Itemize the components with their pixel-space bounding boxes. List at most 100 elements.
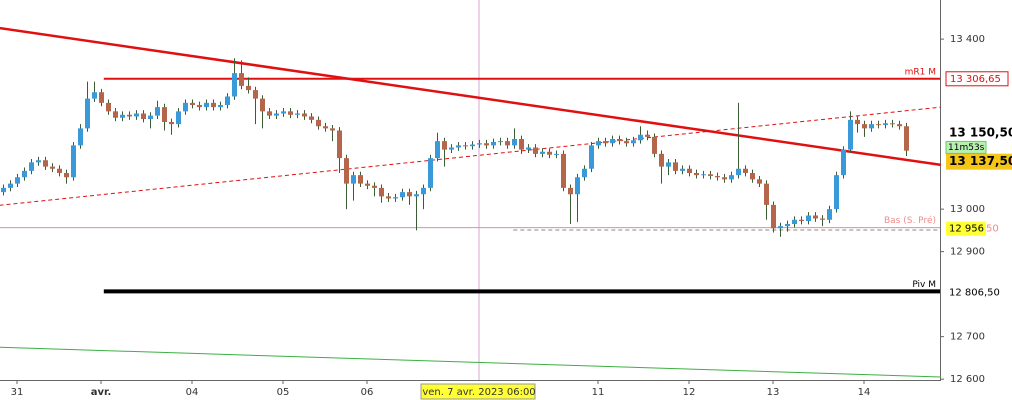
candle-body [561, 153, 566, 188]
candle-body [127, 114, 132, 117]
x-tick-label: 06 [361, 387, 374, 398]
x-tick-label: 13 [767, 387, 780, 398]
candle-body [414, 194, 419, 197]
level-label: mR1 M [905, 67, 936, 77]
candle-body [778, 226, 783, 229]
candle-body [330, 128, 335, 131]
x-tick-label: 31 [11, 387, 24, 398]
candle-body [862, 124, 867, 129]
candle-body [484, 143, 489, 146]
candle-body [421, 187, 426, 195]
candle-body [204, 102, 209, 108]
candle-body [526, 147, 531, 150]
candle-body [183, 102, 188, 112]
candle-body [134, 113, 139, 117]
candle-body [715, 175, 720, 178]
candle-body [519, 138, 524, 150]
candle-body [211, 102, 216, 108]
candle-body [379, 187, 384, 197]
candle-body [176, 111, 181, 125]
level-label: Piv M [912, 280, 936, 290]
candle-body [365, 183, 370, 186]
candle-body [428, 158, 433, 188]
candle-body [407, 192, 412, 197]
timer: 11m53s [948, 143, 985, 153]
price-tag-box [946, 153, 1012, 170]
candle-body [680, 168, 685, 171]
candle-body [337, 130, 342, 159]
candle-body [288, 111, 293, 115]
x-tick-label: avr. [91, 387, 112, 398]
candle-body [491, 141, 496, 146]
candle-body [729, 175, 734, 180]
candle-body [799, 219, 804, 222]
candle-body [463, 145, 468, 147]
candle-body [743, 168, 748, 173]
candle-body [764, 183, 769, 205]
candle-body [841, 149, 846, 176]
candle-body [813, 215, 818, 219]
x-tick-label: ven. 7 avr. 2023 06:00 [422, 387, 535, 398]
candle-body [267, 111, 272, 116]
candle-body [190, 102, 195, 105]
candle-body [323, 126, 328, 129]
candle-body [736, 168, 741, 176]
candle-body [750, 172, 755, 180]
trend-line [0, 26, 942, 167]
candle-body [274, 113, 279, 116]
candle-body [253, 90, 258, 99]
candle-body [57, 168, 62, 173]
candle-body [400, 192, 405, 198]
candle-body [498, 141, 503, 143]
y-tick-label: 13 400 [950, 34, 985, 45]
candle-body [673, 162, 678, 171]
candle-body [295, 113, 300, 115]
x-tick-label: 05 [277, 387, 290, 398]
crosshair-label-box [420, 383, 536, 400]
y-tick-label: 13 000 [950, 204, 985, 215]
price-tag: 12 806,50 [949, 287, 1000, 298]
candle-body [309, 116, 314, 120]
candle-body [631, 140, 636, 144]
candle-body [897, 124, 902, 127]
candle-body [477, 143, 482, 145]
price-tag: 12 956 [949, 224, 984, 235]
candle-body [29, 162, 34, 171]
candle-body [162, 107, 167, 122]
candle-body [610, 138, 615, 144]
candle-body [120, 114, 125, 118]
candle-body [435, 141, 440, 159]
candle-body [701, 174, 706, 176]
candle-body [512, 138, 517, 146]
price-tag: 13 137,50 [949, 154, 1012, 168]
candle-body [834, 175, 839, 210]
candle-body [694, 172, 699, 176]
candle-body [624, 141, 629, 144]
candle-body [50, 166, 55, 169]
candle-body [449, 147, 454, 150]
candle-body [638, 134, 643, 141]
candle-body [106, 102, 111, 112]
candle-body [351, 175, 356, 184]
x-tick-label: 12 [683, 387, 696, 398]
candle-body [603, 141, 608, 144]
candle-body [855, 119, 860, 125]
candle-body [505, 141, 510, 146]
candle-body [652, 136, 657, 154]
candle-body [113, 111, 118, 118]
candle-body [771, 204, 776, 229]
trend-line [0, 346, 942, 378]
candle-body [820, 218, 825, 220]
candle-body [582, 168, 587, 178]
candle-body [218, 104, 223, 108]
candle-body [890, 123, 895, 125]
x-tick-label: 11 [592, 387, 605, 398]
candle-body [36, 160, 41, 163]
candle-body [659, 153, 664, 167]
candle-body [568, 187, 573, 195]
timer-box [945, 140, 987, 154]
candle-body [169, 121, 174, 125]
candle-body [344, 158, 349, 184]
candle-body [687, 168, 692, 173]
candle-body [785, 224, 790, 227]
